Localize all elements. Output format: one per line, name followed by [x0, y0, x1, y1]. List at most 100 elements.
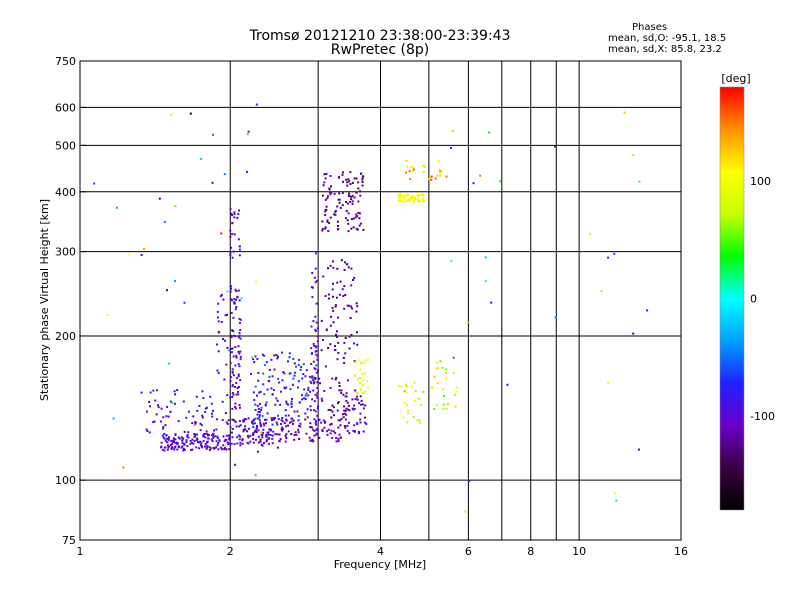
echo-point [265, 435, 268, 438]
echo-point [183, 448, 186, 451]
echo-point [201, 416, 204, 419]
echo-point [284, 440, 287, 443]
echo-point [238, 352, 241, 355]
echo-point [330, 191, 333, 194]
echo-point [351, 194, 354, 197]
echo-point [167, 439, 170, 442]
echo-point [330, 185, 332, 188]
echo-point [410, 196, 412, 199]
echo-point [292, 377, 295, 380]
echo-point [404, 199, 407, 202]
echo-point [237, 213, 240, 215]
echo-point [187, 436, 190, 439]
echo-point [360, 362, 363, 365]
echo-point [254, 403, 257, 406]
echo-point [176, 448, 179, 451]
echo-point [297, 380, 300, 383]
echo-point [310, 376, 313, 379]
echo-point [224, 314, 227, 317]
echo-point [435, 404, 438, 407]
echo-point [258, 415, 261, 418]
echo-point [349, 317, 352, 319]
echo-point [230, 347, 233, 350]
echo-point [157, 404, 159, 407]
echo-point [263, 354, 266, 357]
echo-point [364, 390, 367, 393]
echo-point [344, 426, 347, 429]
echo-point [414, 198, 417, 201]
echo-point [346, 202, 349, 205]
echo-point [344, 294, 347, 296]
echo-point [334, 213, 337, 216]
echo-point [223, 440, 226, 443]
echo-point [225, 421, 228, 424]
echo-point [315, 364, 318, 367]
echo-point [208, 449, 211, 452]
echo-point [345, 178, 348, 181]
echo-point [174, 438, 177, 441]
echo-point [257, 417, 260, 420]
echo-point [422, 390, 425, 393]
echo-point [326, 430, 329, 433]
echo-point [315, 280, 318, 283]
echo-point [298, 424, 301, 427]
echo-point [304, 375, 307, 378]
echo-point [189, 112, 192, 115]
echo-point [343, 425, 346, 427]
echo-point [338, 198, 341, 201]
echo-point [345, 210, 348, 212]
y-tick-label: 100 [55, 474, 76, 487]
echo-point [238, 245, 241, 248]
echo-point [289, 388, 292, 391]
echo-point [252, 438, 255, 440]
echo-point [361, 181, 364, 183]
echo-point [258, 391, 261, 394]
echo-point [454, 393, 457, 396]
echo-point [418, 419, 421, 422]
echo-point [270, 417, 273, 420]
echo-point [405, 383, 407, 386]
echo-point [169, 444, 172, 446]
echo-point [106, 314, 109, 317]
echo-point [350, 267, 353, 270]
echo-point [304, 418, 307, 421]
echo-point [312, 342, 315, 345]
echo-point [356, 392, 359, 395]
echo-point [237, 238, 240, 241]
echo-point [362, 228, 365, 231]
echo-point [285, 386, 288, 389]
echo-point [177, 420, 180, 423]
echo-point [409, 178, 412, 180]
echo-point [464, 510, 467, 513]
echo-point [234, 346, 237, 348]
echo-point [189, 440, 192, 442]
echo-point [344, 409, 347, 412]
echo-point [183, 447, 185, 450]
echo-point [194, 421, 197, 424]
echo-point [176, 389, 179, 391]
echo-point [229, 362, 232, 365]
echo-point [345, 413, 348, 416]
echo-point [146, 410, 148, 413]
echo-point [407, 194, 409, 197]
echo-point [152, 421, 155, 424]
echo-point [238, 404, 241, 406]
echo-point [229, 290, 232, 293]
echo-point [253, 399, 256, 401]
echo-point [600, 290, 603, 293]
echo-point [171, 401, 173, 404]
echo-point [216, 343, 218, 346]
echo-point [200, 442, 203, 445]
echo-point [327, 428, 330, 431]
echo-point [337, 440, 340, 442]
echo-point [206, 445, 209, 447]
echo-point [254, 409, 257, 411]
echo-point [230, 246, 233, 249]
echo-point [234, 405, 236, 408]
echo-point [314, 410, 317, 413]
echo-point [215, 440, 218, 443]
x-tick-label: 4 [377, 545, 384, 558]
echo-point [178, 445, 181, 448]
echo-point [329, 343, 332, 346]
echo-point [237, 375, 240, 378]
